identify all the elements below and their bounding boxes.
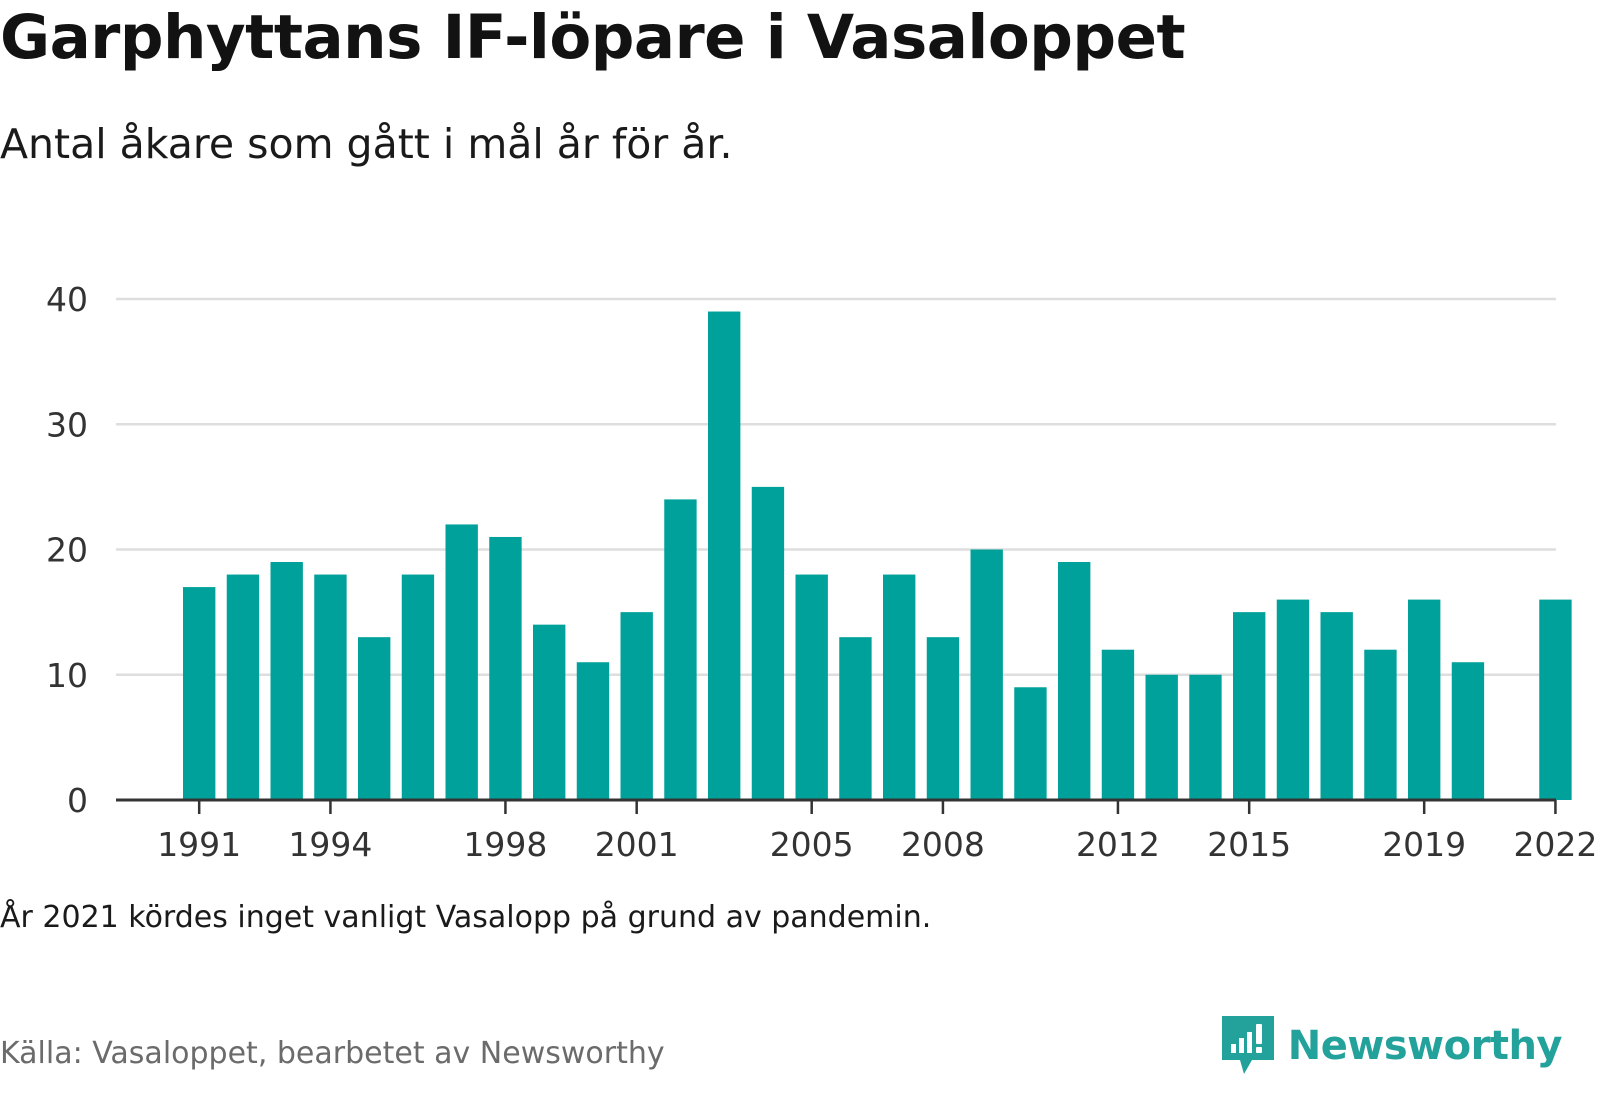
bar-2002 bbox=[664, 499, 697, 800]
x-tick-label-1994: 1994 bbox=[288, 825, 372, 864]
x-tick-label-2005: 2005 bbox=[770, 825, 854, 864]
bar-2013 bbox=[1145, 674, 1178, 800]
bar-1998 bbox=[489, 536, 522, 800]
x-tick-label-2019: 2019 bbox=[1382, 825, 1466, 864]
bar-2005 bbox=[795, 574, 828, 800]
bar-2008 bbox=[926, 637, 960, 800]
bar-1994 bbox=[314, 574, 347, 800]
brand-name: Newsworthy bbox=[1287, 1023, 1563, 1069]
gridlines bbox=[116, 297, 1556, 676]
x-tick-label-2008: 2008 bbox=[901, 825, 985, 864]
bar-2006 bbox=[839, 637, 872, 800]
bar-chart: 0 10 20 30 40 1991 1994 1998 2001 2005 2008 2012 20… bbox=[46, 280, 1597, 864]
bar-2018 bbox=[1364, 649, 1397, 800]
x-tick-label-1991: 1991 bbox=[157, 825, 241, 864]
bar-2011 bbox=[1058, 562, 1091, 800]
bar-2007 bbox=[883, 574, 916, 800]
y-tick-label-0: 0 bbox=[67, 781, 88, 820]
y-tick-label-20: 20 bbox=[46, 531, 88, 570]
bar-1992 bbox=[226, 574, 260, 800]
x-tick-label-2022: 2022 bbox=[1513, 825, 1597, 864]
source-credit: Källa: Vasaloppet, bearbetet av Newswort… bbox=[0, 1036, 665, 1071]
y-tick-label-40: 40 bbox=[46, 280, 88, 319]
bar-2003 bbox=[708, 311, 741, 800]
bar-2017 bbox=[1320, 612, 1353, 801]
bar-2001 bbox=[620, 612, 653, 801]
brand-logo[interactable]: Newsworthy bbox=[1221, 1016, 1563, 1076]
bar-2016 bbox=[1276, 599, 1310, 800]
chart-subtitle: Antal åkare som gått i mål år för år. bbox=[0, 120, 733, 168]
bar-2009 bbox=[970, 549, 1003, 800]
bar-1997 bbox=[445, 524, 478, 800]
bar-2019 bbox=[1408, 599, 1441, 800]
bar-2015 bbox=[1233, 612, 1266, 801]
y-tick-labels: 0 10 20 30 40 bbox=[46, 280, 88, 820]
x-tick-label-2015: 2015 bbox=[1207, 825, 1291, 864]
bar-2004 bbox=[751, 486, 785, 801]
bars bbox=[183, 311, 1572, 801]
bar-2020 bbox=[1451, 662, 1485, 800]
bar-1993 bbox=[270, 562, 303, 800]
chart-title: Garphyttans IF-löpare i Vasaloppet bbox=[0, 2, 1186, 73]
chart-note: År 2021 kördes inget vanligt Vasalopp på… bbox=[0, 900, 932, 935]
bar-1999 bbox=[533, 624, 566, 800]
bar-1995 bbox=[358, 637, 391, 800]
bar-2012 bbox=[1101, 649, 1135, 800]
bar-1991 bbox=[183, 587, 216, 800]
bar-2022 bbox=[1539, 599, 1572, 800]
newsworthy-logo-icon bbox=[1221, 1016, 1274, 1074]
x-tick-label-2012: 2012 bbox=[1076, 825, 1160, 864]
bar-2014 bbox=[1189, 674, 1222, 800]
bar-1996 bbox=[401, 574, 435, 800]
x-tick-labels: 1991 1994 1998 2001 2005 2008 2012 2015 2019 2022 bbox=[157, 825, 1597, 864]
y-tick-label-10: 10 bbox=[46, 656, 88, 695]
y-tick-label-30: 30 bbox=[46, 405, 88, 444]
x-tick-label-2001: 2001 bbox=[595, 825, 679, 864]
bar-2010 bbox=[1014, 687, 1047, 800]
bar-2000 bbox=[576, 662, 610, 800]
x-tick-label-1998: 1998 bbox=[463, 825, 547, 864]
x-axis bbox=[116, 798, 1557, 814]
